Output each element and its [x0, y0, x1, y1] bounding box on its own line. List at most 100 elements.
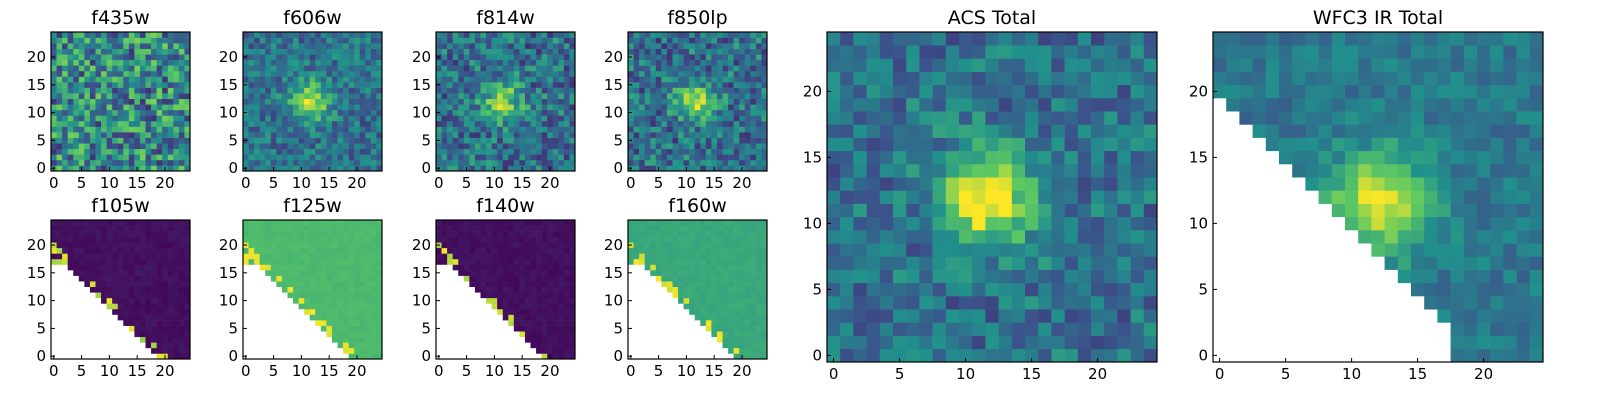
heatmap-cell [298, 286, 305, 293]
heatmap-cell [563, 303, 570, 310]
heatmap-cell [167, 143, 174, 150]
heatmap-cell [491, 87, 498, 94]
heatmap-cell [287, 281, 294, 288]
heatmap-cell [134, 32, 141, 38]
heatmap-cell [705, 93, 712, 100]
heatmap-cell [1437, 256, 1451, 270]
heatmap-cell [370, 292, 377, 299]
heatmap-cell [95, 231, 102, 237]
heatmap-cell [326, 253, 333, 260]
heatmap-cell [184, 132, 191, 138]
heatmap-cell [728, 93, 734, 100]
heatmap-cell [145, 43, 152, 49]
heatmap-cell [547, 314, 554, 321]
heatmap-cell [128, 43, 135, 49]
heatmap-cell [134, 115, 141, 122]
heatmap-cell [139, 43, 146, 49]
heatmap-cell [750, 159, 757, 166]
heatmap-cell [1091, 177, 1105, 191]
heatmap-cell [694, 126, 701, 133]
heatmap-cell [101, 93, 107, 100]
heatmap-cell [1011, 216, 1026, 231]
heatmap-cell [436, 225, 442, 232]
heatmap-cell [672, 59, 679, 66]
heatmap-cell [1516, 177, 1531, 191]
heatmap-cell [1490, 71, 1504, 86]
heatmap-cell [558, 236, 565, 243]
heatmap-cell [162, 314, 169, 321]
heatmap-cell [906, 322, 920, 336]
heatmap-cell [1091, 84, 1105, 99]
heatmap-cell [304, 82, 311, 88]
heatmap-cell [320, 253, 327, 260]
heatmap-cell [162, 48, 169, 55]
heatmap-cell [497, 93, 504, 100]
heatmap-cell [89, 43, 96, 49]
heatmap-cell [315, 242, 322, 249]
heatmap-cell [254, 104, 260, 111]
heatmap-cell [67, 148, 74, 155]
heatmap-cell [1424, 137, 1438, 152]
heatmap-cell [139, 93, 146, 100]
heatmap-cell [661, 165, 668, 172]
heatmap-cell [365, 115, 372, 122]
y-tick-label: 5 [421, 131, 431, 149]
heatmap-cell [248, 43, 255, 49]
heatmap-cell [1463, 84, 1478, 99]
heatmap-cell [78, 76, 85, 83]
heatmap-cell [919, 256, 933, 270]
heatmap-cell [139, 98, 146, 105]
heatmap-cell [243, 220, 249, 226]
heatmap-cell [524, 37, 531, 44]
heatmap-cell [716, 104, 723, 111]
heatmap-cell [552, 137, 559, 144]
heatmap-cell [480, 231, 487, 237]
heatmap-cell [304, 231, 311, 237]
heatmap-cell [1051, 203, 1065, 218]
heatmap-cell [508, 104, 515, 111]
heatmap-cell [644, 132, 651, 138]
heatmap-cell [1038, 111, 1052, 125]
heatmap-cell [750, 48, 757, 55]
heatmap-cell [359, 154, 366, 161]
heatmap-cell [248, 82, 255, 88]
heatmap-cell [519, 297, 526, 304]
heatmap-cell [1529, 177, 1544, 191]
heatmap-cell [552, 126, 559, 133]
heatmap-cell [173, 87, 180, 94]
heatmap-cell [502, 165, 509, 172]
heatmap-cell [552, 331, 559, 338]
heatmap-cell [1450, 309, 1465, 323]
heatmap-cell [458, 104, 465, 111]
heatmap-cell [1516, 296, 1531, 310]
heatmap-cell [1011, 348, 1026, 363]
heatmap-cell [502, 258, 509, 265]
heatmap-cell [287, 258, 294, 265]
heatmap-cell [331, 242, 338, 249]
heatmap-cell [89, 54, 96, 61]
heatmap-cell [178, 65, 185, 72]
heatmap-cell [309, 87, 316, 94]
heatmap-cell [89, 93, 96, 100]
heatmap-cell [711, 59, 718, 66]
heatmap-cell [89, 65, 96, 72]
heatmap-cell [750, 132, 757, 138]
heatmap-cell [1529, 269, 1544, 284]
heatmap-cell [502, 87, 509, 94]
heatmap-cell [480, 148, 487, 155]
heatmap-cell [563, 342, 570, 349]
heatmap-cell [508, 87, 515, 94]
heatmap-cell [893, 58, 907, 72]
heatmap-cell [67, 76, 74, 83]
heatmap-cell [67, 37, 74, 44]
heatmap-cell [552, 236, 559, 243]
heatmap-cell [486, 82, 492, 88]
heatmap-cell [354, 320, 361, 326]
heatmap-cell [998, 58, 1013, 72]
heatmap-cell [700, 43, 707, 49]
heatmap-cell [51, 253, 57, 260]
heatmap-cell [650, 137, 657, 144]
heatmap-cell [469, 159, 476, 166]
heatmap-cell [552, 336, 559, 343]
heatmap-cell [547, 54, 554, 61]
